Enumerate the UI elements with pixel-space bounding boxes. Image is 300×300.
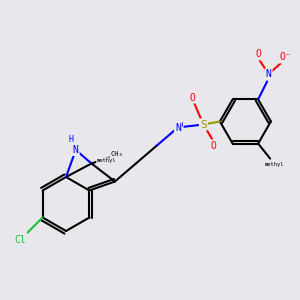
Text: H: H xyxy=(69,135,74,144)
Text: O: O xyxy=(255,50,261,59)
Text: O: O xyxy=(211,140,217,151)
Text: CH₃: CH₃ xyxy=(111,152,123,158)
Text: Cl: Cl xyxy=(14,235,26,245)
Text: O: O xyxy=(190,92,196,103)
Text: methyl: methyl xyxy=(265,162,284,167)
Text: O⁻: O⁻ xyxy=(279,52,291,62)
Text: N: N xyxy=(73,145,79,155)
Text: H: H xyxy=(179,122,183,128)
Text: N: N xyxy=(266,69,272,79)
Text: methyl: methyl xyxy=(97,158,116,163)
Text: S: S xyxy=(200,119,207,130)
Text: N: N xyxy=(175,122,181,133)
